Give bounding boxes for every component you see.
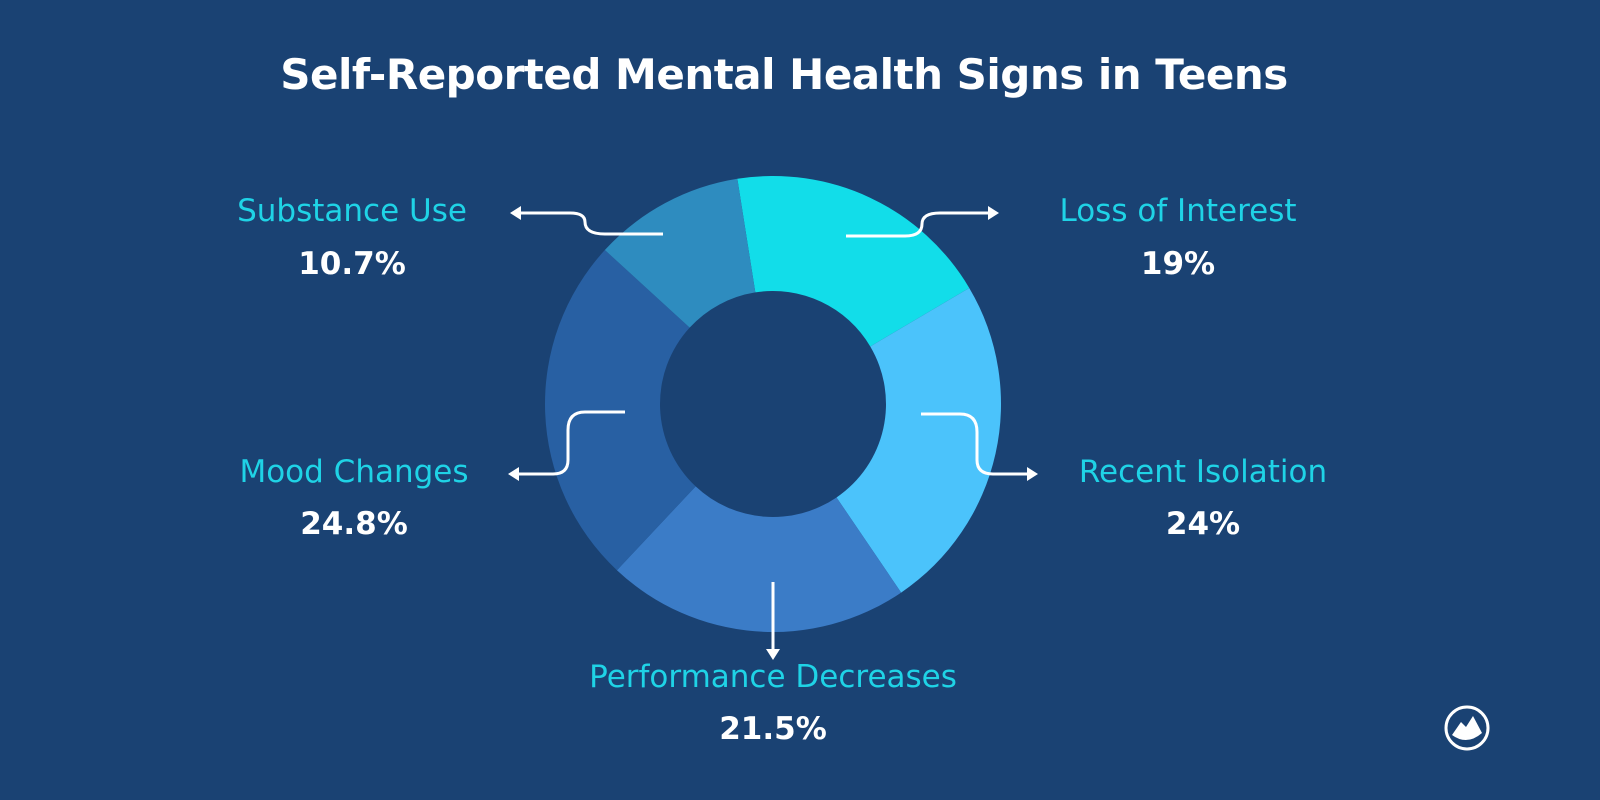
arrow-icon xyxy=(766,649,780,660)
label-loss-of-interest: Loss of Interest xyxy=(1059,193,1297,229)
value-recent-isolation: 24% xyxy=(1165,506,1241,542)
label-performance-decreases: Performance Decreases xyxy=(589,659,957,695)
value-mood-changes: 24.8% xyxy=(300,506,408,542)
logo-icon xyxy=(1444,705,1490,751)
slice-loss-of-interest xyxy=(737,175,970,347)
slice-mood-changes xyxy=(545,250,696,571)
slice-substance-use xyxy=(604,178,756,328)
chart-title: Self-Reported Mental Health Signs in Tee… xyxy=(280,50,1288,99)
label-substance-use: Substance Use xyxy=(237,193,467,229)
slice-recent-isolation xyxy=(836,287,1001,593)
value-performance-decreases: 21.5% xyxy=(719,711,827,747)
value-loss-of-interest: 19% xyxy=(1140,246,1216,282)
connectors xyxy=(518,211,1028,652)
arrow-icon xyxy=(510,206,521,220)
arrowheads xyxy=(508,206,1038,660)
label-mood-changes: Mood Changes xyxy=(239,454,469,490)
connector-substance-use xyxy=(520,211,663,236)
label-recent-isolation: Recent Isolation xyxy=(1078,454,1328,490)
arrow-icon xyxy=(1027,467,1038,481)
value-substance-use: 10.7% xyxy=(298,246,406,282)
connector-mood-changes xyxy=(518,410,625,476)
arrow-icon xyxy=(988,206,999,220)
arrow-icon xyxy=(508,467,519,481)
slice-performance-decreases xyxy=(616,486,902,632)
connector-loss-of-interest xyxy=(846,211,990,238)
connector-recent-isolation xyxy=(921,412,1028,476)
